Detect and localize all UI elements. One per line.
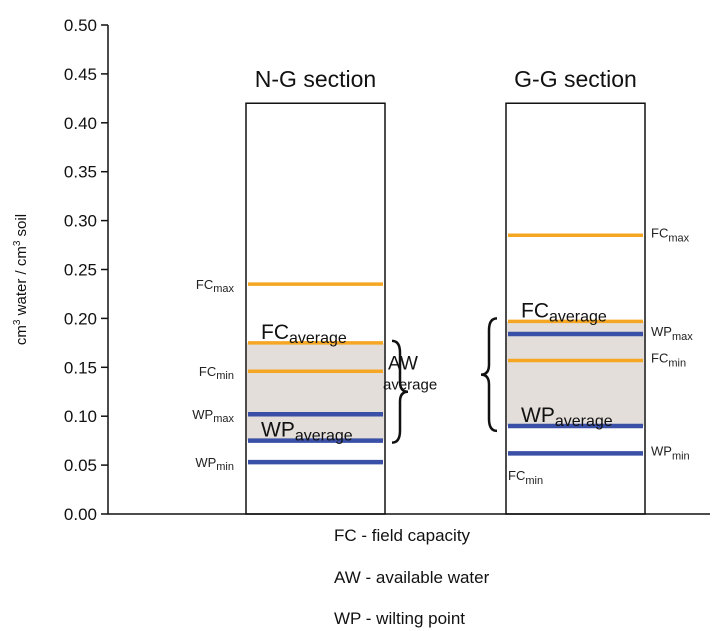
- y-tick-label: 0.00: [64, 505, 97, 524]
- line-label: WPmax: [192, 407, 234, 425]
- line-label: FCmin: [199, 364, 234, 382]
- line-label: WPmin: [195, 455, 234, 473]
- aw-brace-right: [480, 317, 498, 433]
- y-tick-label: 0.40: [64, 114, 97, 133]
- y-tick-label: 0.10: [64, 407, 97, 426]
- line-label: FCaverage: [521, 299, 607, 325]
- chart: 0.00 0.05 0.10 0.15 0.20 0.25 0.30 0.35 0.40 0.45…: [12, 16, 710, 524]
- line-label: WPaverage: [521, 404, 613, 430]
- aw-fill: [247, 342, 384, 441]
- section-title: N-G section: [255, 66, 376, 92]
- y-tick-label: 0.30: [64, 212, 97, 231]
- legend-wp: WP - wilting point: [334, 609, 466, 628]
- line-label: FCaverage: [261, 321, 347, 347]
- y-tick-label: 0.15: [64, 358, 97, 377]
- aw-brace-left: [391, 339, 409, 444]
- line-label: FCmax: [651, 225, 690, 244]
- aw-sub-label: average: [383, 376, 437, 393]
- line-label: WPmin: [651, 443, 690, 462]
- section-title: G-G section: [514, 66, 637, 92]
- aw-label: AW: [388, 353, 418, 374]
- legend-aw: AW - available water: [334, 568, 490, 587]
- y-tick-label: 0.45: [64, 65, 97, 84]
- legend-fc: FC - field capacity: [334, 526, 471, 545]
- line-label: FCmin: [508, 468, 543, 487]
- y-tick-label: 0.25: [64, 261, 97, 280]
- y-axis-label: cm3 water / cm3 soil: [12, 214, 30, 345]
- y-tick-label: 0.20: [64, 309, 97, 328]
- line-label: WPaverage: [261, 419, 353, 445]
- line-label: FCmax: [196, 277, 235, 295]
- y-tick-label: 0.05: [64, 456, 97, 475]
- line-label: WPmax: [651, 324, 693, 343]
- section-box: [245, 102, 386, 515]
- section-box: [505, 102, 646, 515]
- line-label: FCmin: [651, 350, 686, 369]
- y-tick-label: 0.50: [64, 16, 97, 35]
- y-tick-label: 0.35: [64, 163, 97, 182]
- aw-fill: [507, 321, 644, 426]
